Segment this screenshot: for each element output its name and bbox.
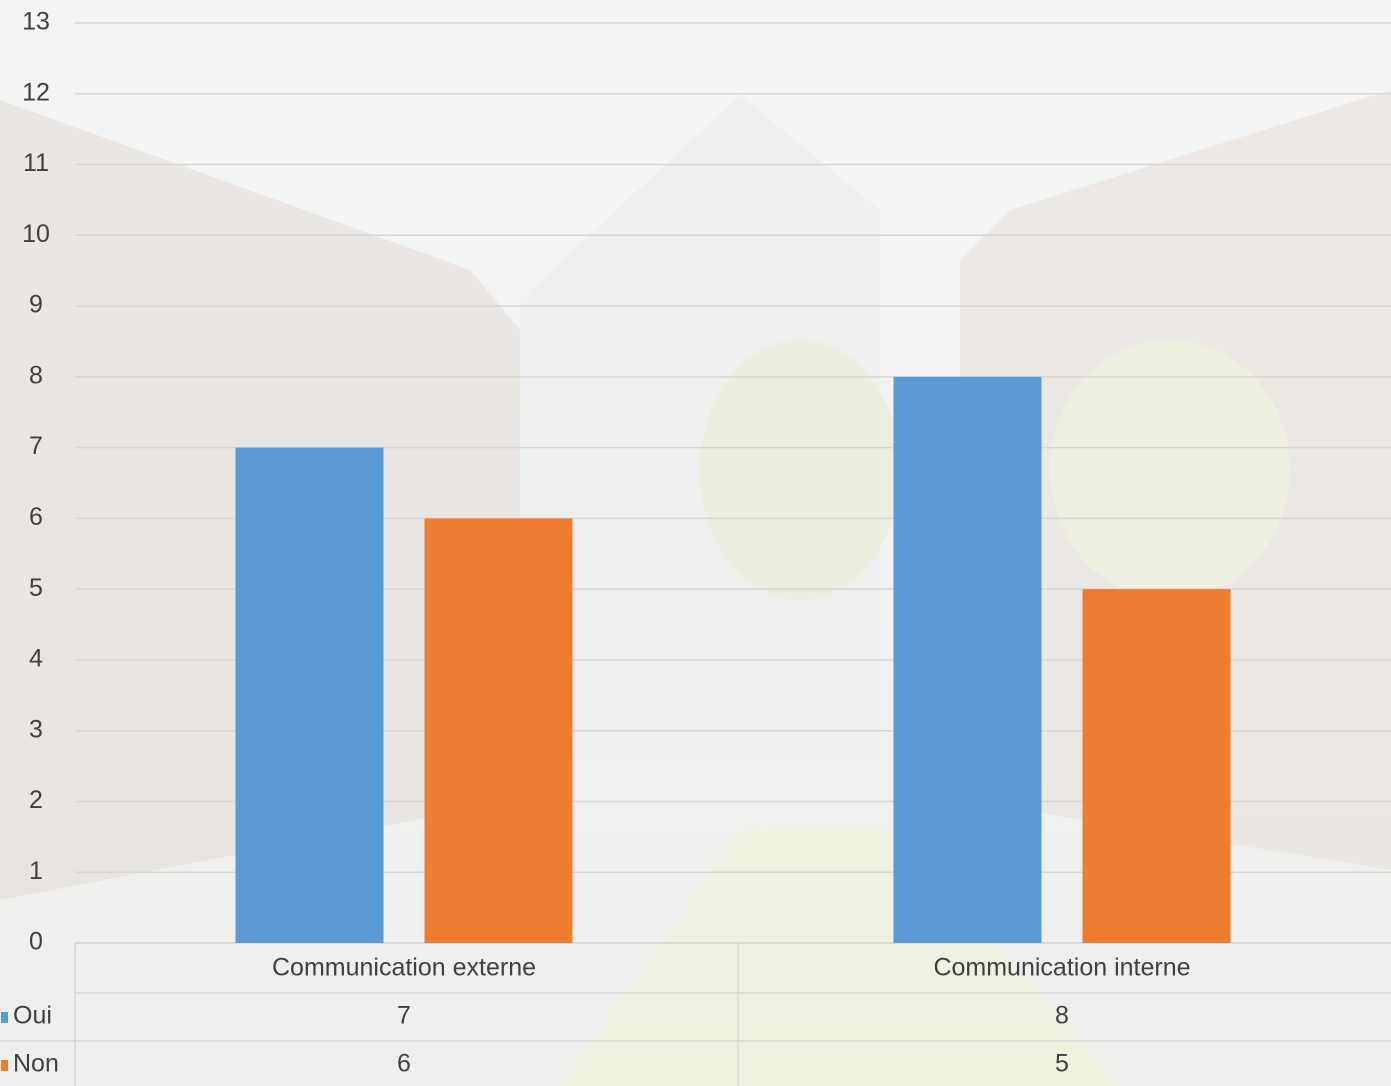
bar <box>1082 589 1231 943</box>
y-tick-label: 11 <box>23 149 49 177</box>
y-tick-label: 4 <box>29 645 43 673</box>
y-tick-label: 1 <box>29 857 43 885</box>
table-value: 6 <box>397 1050 411 1078</box>
bar <box>424 518 573 943</box>
y-tick-label: 12 <box>22 78 50 106</box>
x-tick-label: Communication interne <box>933 954 1190 982</box>
y-tick-label: 2 <box>29 786 43 814</box>
legend-key <box>1 1012 8 1023</box>
table-value: 8 <box>1055 1002 1069 1030</box>
table-value: 5 <box>1055 1050 1069 1078</box>
y-tick-label: 10 <box>22 220 50 248</box>
table-value: 7 <box>397 1002 411 1030</box>
y-tick-label: 3 <box>29 715 43 743</box>
x-tick-label: Communication externe <box>272 954 536 982</box>
y-tick-label: 0 <box>29 928 43 956</box>
bar <box>235 447 384 943</box>
y-tick-label: 8 <box>29 361 43 389</box>
legend-label: Non <box>13 1050 59 1078</box>
y-tick-label: 6 <box>29 503 43 531</box>
y-tick-label: 5 <box>29 574 43 602</box>
legend-key <box>1 1060 8 1071</box>
bar <box>893 376 1042 943</box>
y-tick-label: 7 <box>29 432 43 460</box>
y-tick-label: 13 <box>22 8 50 36</box>
legend-label: Oui <box>13 1002 52 1030</box>
y-tick-label: 9 <box>29 291 43 319</box>
